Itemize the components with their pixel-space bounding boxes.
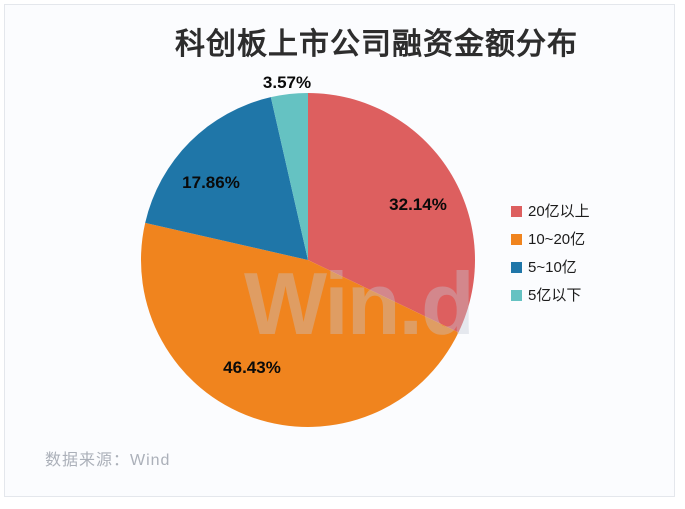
legend-item-label: 10~20亿: [528, 231, 586, 248]
pie-slice-0[interactable]: [308, 93, 475, 333]
legend-item-label: 5亿以下: [528, 287, 582, 304]
legend-item-1[interactable]: 10~20亿: [511, 231, 590, 248]
pie-slice-1[interactable]: [140, 222, 459, 427]
pie-slice-2[interactable]: [145, 97, 308, 261]
pie-percent-label-0: 32.14%: [389, 195, 447, 214]
legend-item-label: 5~10亿: [528, 259, 577, 276]
legend-swatch-icon: [511, 290, 522, 301]
chart-title: 科创板上市公司融资金额分布: [175, 28, 578, 61]
legend-item-3[interactable]: 5亿以下: [511, 287, 590, 304]
legend-item-2[interactable]: 5~10亿: [511, 259, 590, 276]
pie-slice-3[interactable]: [270, 93, 308, 260]
legend-swatch-icon: [511, 206, 522, 217]
legend: 20亿以上 10~20亿 5~10亿 5亿以下: [511, 203, 590, 315]
pie-percent-label-3: 3.57%: [262, 73, 312, 92]
legend-item-0[interactable]: 20亿以上: [511, 203, 590, 220]
pie-percent-label-2: 17.86%: [182, 173, 240, 192]
legend-item-label: 20亿以上: [528, 203, 590, 220]
legend-swatch-icon: [511, 234, 522, 245]
legend-swatch-icon: [511, 262, 522, 273]
pie-percent-label-1: 46.43%: [223, 358, 281, 377]
source-note: 数据来源：Wind: [45, 452, 171, 469]
